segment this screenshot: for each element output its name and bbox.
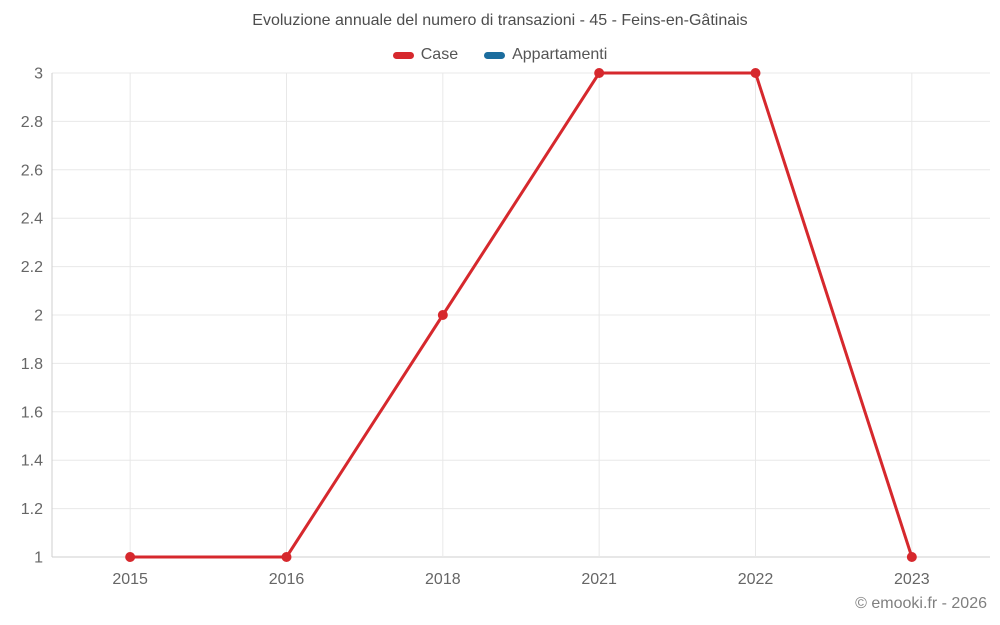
- y-tick-label: 2: [34, 308, 43, 325]
- y-tick-label: 1.4: [21, 453, 43, 470]
- data-point-case: [906, 552, 917, 562]
- data-point-case: [281, 552, 292, 562]
- y-tick-label: 1.2: [21, 501, 43, 518]
- y-tick-label: 1.8: [21, 356, 43, 373]
- x-tick-label: 2021: [581, 571, 617, 588]
- data-point-case: [594, 68, 605, 78]
- x-tick-label: 2018: [425, 571, 461, 588]
- chart-legend: Case Appartamenti: [0, 46, 1000, 64]
- legend-swatch-icon: [392, 51, 414, 59]
- legend-swatch-icon: [484, 51, 506, 59]
- y-tick-label: 2.4: [21, 211, 43, 228]
- legend-item-appartamenti[interactable]: Appartamenti: [484, 46, 607, 64]
- data-point-case: [437, 310, 448, 320]
- y-tick-label: 1.6: [21, 404, 43, 421]
- series-line-case: [128, 71, 914, 559]
- y-tick-label: 2.6: [21, 162, 43, 179]
- data-point-case: [125, 552, 136, 562]
- copyright-text: © emooki.fr - 2026: [855, 595, 987, 612]
- y-tick-label: 2.8: [21, 114, 43, 131]
- y-tick-label: 2.2: [21, 259, 43, 276]
- y-tick-label: 1: [34, 550, 43, 567]
- legend-label: Case: [420, 46, 459, 63]
- y-tick-label: 3: [34, 66, 43, 83]
- chart-title: Evoluzione annuale del numero di transaz…: [252, 12, 748, 29]
- x-tick-label: 2016: [269, 571, 305, 588]
- x-tick-label: 2022: [738, 571, 774, 588]
- legend-item-case[interactable]: Case: [392, 46, 459, 64]
- legend-label: Appartamenti: [512, 46, 608, 63]
- x-tick-label: 2023: [894, 571, 930, 588]
- x-tick-label: 2015: [112, 571, 148, 588]
- data-point-case: [750, 68, 761, 78]
